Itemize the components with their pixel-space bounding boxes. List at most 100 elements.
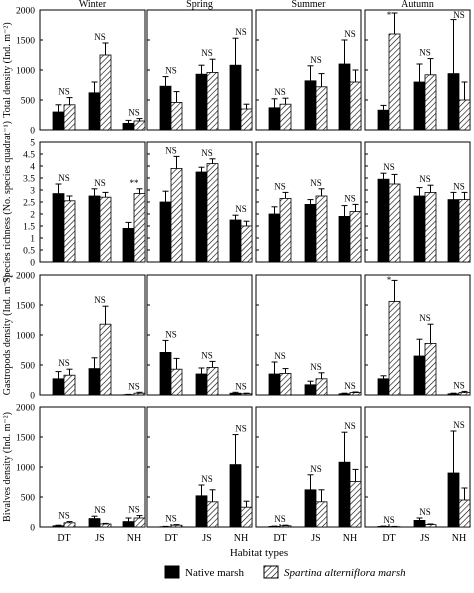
bar-native [338, 63, 351, 131]
bar-native [338, 215, 351, 263]
significance-label: NS [453, 10, 465, 20]
bar-native [447, 199, 460, 263]
significance-label: NS [94, 505, 106, 515]
legend-label-spartina: Spartina alterniflora marsh [284, 567, 406, 579]
panel-spring-row-1: Spring NS NS NS [146, 0, 253, 131]
significance-label: NS [128, 505, 140, 515]
y-tick-label-row-4: 500 [21, 494, 36, 504]
x-tick-label-dt: DT [382, 533, 395, 544]
bar-native [88, 195, 101, 263]
significance-label: NS [165, 145, 177, 155]
bar-native [88, 518, 101, 528]
x-tick-label-dt: DT [164, 533, 177, 544]
legend: Native marsh Spartina alterniflora marsh [164, 565, 406, 579]
bar-native [304, 384, 317, 396]
y-tick-label-row-3: 1500 [16, 302, 35, 312]
significance-label: * [387, 10, 392, 20]
legend-swatch-spartina [263, 565, 279, 579]
bar-spartina [458, 499, 471, 528]
panel-autumn-row-4: NS DT NS JS NS NH [364, 406, 471, 544]
bar-native [338, 461, 351, 528]
bar-native [195, 171, 208, 263]
y-tick-label-row-2: 4 [30, 163, 35, 173]
bar-native [304, 489, 317, 528]
y-tick-label-row-1: 2000 [16, 7, 35, 17]
significance-label: NS [58, 511, 70, 521]
bar-spartina [279, 197, 292, 263]
bar-spartina [63, 104, 76, 131]
panel-winter-row-1: Winter NS NS NS [39, 0, 146, 131]
bar-spartina [133, 193, 146, 263]
significance-label: NS [310, 55, 322, 65]
bar-native [229, 219, 242, 263]
y-axis-title-row-3: Gastropods density (Ind. m⁻²) [2, 275, 13, 395]
bar-spartina [279, 103, 292, 131]
bar-native [159, 351, 172, 396]
y-tick-label-row-3: 1000 [16, 332, 35, 342]
bar-native [304, 80, 317, 131]
x-tick-label-nh: NH [127, 533, 141, 544]
bar-spartina [424, 524, 437, 528]
y-tick-label-row-2: 2 [30, 211, 35, 221]
y-tick-label-row-4: 2000 [16, 404, 35, 414]
panel-spring-row-4: NS DT NS JS NS NH [146, 406, 253, 544]
significance-label: NS [383, 162, 395, 172]
bar-spartina [206, 72, 219, 131]
y-tick-label-row-4: 1000 [16, 464, 35, 474]
significance-label: NS [419, 48, 431, 58]
bar-native [195, 495, 208, 528]
y-axis-title-row-4: Bivalves density (Ind. m⁻²) [2, 412, 13, 522]
bar-spartina [170, 524, 183, 528]
bar-native [447, 393, 460, 396]
bar-spartina [206, 163, 219, 263]
bar-spartina [349, 392, 362, 396]
bar-native [52, 525, 65, 528]
bar-native [52, 378, 65, 396]
bar-spartina [170, 368, 183, 396]
bar-spartina [170, 167, 183, 263]
panel-winter-row-2: NS NS ** [39, 141, 146, 263]
bar-spartina [388, 33, 401, 131]
bar-spartina [99, 196, 112, 263]
bar-native [195, 73, 208, 131]
y-tick-label-row-1: 1000 [16, 67, 35, 77]
bar-spartina [424, 191, 437, 263]
x-tick-label-js: JS [202, 533, 211, 544]
bar-native [377, 178, 390, 263]
bar-native [122, 123, 135, 131]
y-tick-label-row-2: 0.5 [23, 247, 35, 257]
significance-label: NS [235, 381, 247, 391]
y-tick-label-row-2: 0 [30, 259, 35, 269]
y-tick-label-row-2: 2.5 [23, 199, 35, 209]
bar-native [229, 392, 242, 396]
bar-spartina [315, 378, 328, 396]
y-tick-label-row-2: 3 [30, 187, 35, 197]
significance-label: NS [94, 295, 106, 305]
significance-label: NS [310, 362, 322, 372]
bar-native [377, 109, 390, 131]
panel-spring-row-3: NS NS NS [146, 274, 253, 396]
panel-summer-row-3: NS NS NS [255, 274, 362, 396]
bar-native [159, 85, 172, 131]
panel-autumn-row-1: Autumn * NS NS [364, 0, 471, 131]
significance-label: NS [419, 174, 431, 184]
significance-label: NS [58, 173, 70, 183]
y-tick-label-row-4: 1500 [16, 434, 35, 444]
x-tick-label-dt: DT [273, 533, 286, 544]
plot-layer: Total density (Ind. m⁻²)0500100015002000… [2, 0, 471, 544]
significance-label: NS [383, 515, 395, 525]
bar-native [413, 195, 426, 263]
bar-spartina [63, 522, 76, 528]
significance-label: NS [235, 424, 247, 434]
bar-native [229, 64, 242, 131]
significance-label: NS [235, 204, 247, 214]
significance-label: NS [201, 48, 213, 58]
season-title-winter: Winter [79, 0, 107, 10]
bar-native [413, 81, 426, 131]
bar-spartina [240, 108, 253, 131]
bar-spartina [279, 372, 292, 396]
significance-label: NS [128, 381, 140, 391]
significance-label: NS [274, 514, 286, 524]
bar-native [338, 393, 351, 396]
significance-label: NS [453, 420, 465, 430]
